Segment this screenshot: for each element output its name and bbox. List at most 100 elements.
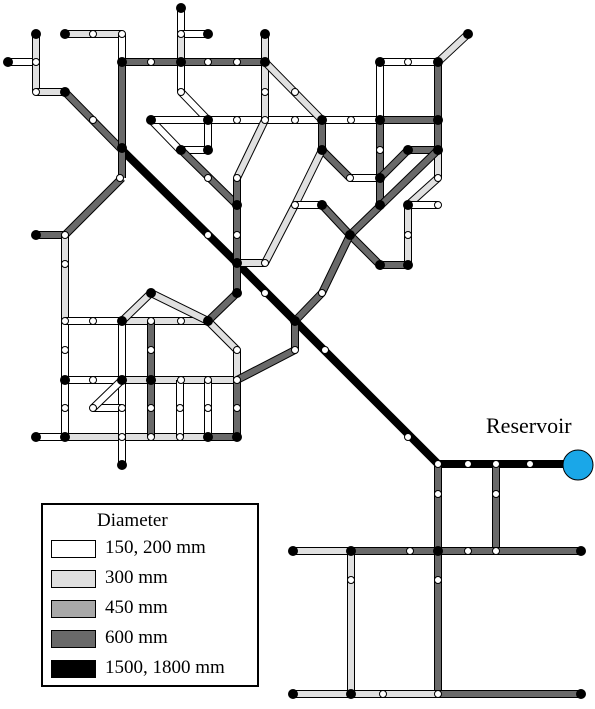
junction-node-solid — [317, 115, 327, 125]
junction-node-solid — [576, 689, 586, 699]
junction-node-solid — [232, 258, 242, 268]
pipe-segment — [62, 175, 125, 238]
legend-swatch — [51, 660, 96, 678]
junction-node-open — [291, 88, 299, 96]
pipe-segment — [319, 202, 353, 238]
legend-entry: 1500, 1800 mm — [51, 657, 251, 681]
legend-entry-label: 600 mm — [105, 627, 168, 648]
junction-node-solid — [31, 29, 41, 39]
junction-node-open — [89, 404, 97, 412]
nodes-layer — [3, 3, 586, 699]
junction-node-solid — [203, 316, 213, 326]
junction-node-solid — [31, 432, 41, 442]
junction-node-open — [404, 433, 412, 441]
pipe-segment — [261, 203, 299, 265]
junction-node-solid — [117, 143, 127, 153]
junction-node-solid — [375, 260, 385, 270]
junction-node-solid — [375, 200, 385, 210]
junction-node-open — [376, 146, 384, 154]
legend-entry-label: 300 mm — [105, 567, 168, 588]
pipe-segment — [149, 289, 210, 325]
junction-node-solid — [176, 3, 186, 13]
legend-entry-label: 450 mm — [105, 597, 168, 618]
junction-node-open — [118, 404, 126, 412]
junction-node-solid — [117, 375, 127, 385]
junction-node-solid — [433, 115, 443, 125]
junction-node-solid — [232, 288, 242, 298]
junction-node-solid — [317, 200, 327, 210]
junction-node-open — [147, 404, 155, 412]
junction-node-open — [147, 433, 155, 441]
junction-node-open — [177, 317, 185, 325]
junction-node-solid — [576, 546, 586, 556]
junction-node-open — [89, 317, 97, 325]
junction-node-open — [147, 346, 155, 354]
junction-node-open — [434, 201, 442, 209]
junction-node-solid — [290, 316, 300, 326]
junction-node-open — [32, 88, 40, 96]
legend-entry: 150, 200 mm — [51, 537, 251, 561]
junction-node-open — [434, 174, 442, 182]
junction-node-open — [204, 376, 212, 384]
junction-node-open — [176, 404, 184, 412]
junction-node-open — [347, 576, 355, 584]
junction-node-open — [318, 289, 326, 297]
junction-node-solid — [345, 230, 355, 240]
pipe-segment — [178, 89, 211, 123]
junction-node-open — [261, 259, 269, 267]
junction-node-solid — [176, 57, 186, 67]
junction-node-open — [233, 346, 241, 354]
pipe-segment — [119, 290, 154, 324]
junction-node-solid — [117, 57, 127, 67]
junction-node-open — [492, 460, 500, 468]
junction-node-solid — [3, 57, 13, 67]
junction-node-solid — [346, 546, 356, 556]
junction-node-solid — [146, 288, 156, 298]
pipe-segment — [318, 233, 354, 295]
junction-node-open — [233, 404, 241, 412]
pipe-segment — [292, 290, 325, 324]
legend-entry: 600 mm — [51, 627, 251, 651]
junction-node-open — [61, 260, 69, 268]
junction-node-open — [204, 404, 212, 412]
junction-node-solid — [60, 432, 70, 442]
junction-node-solid — [317, 145, 327, 155]
legend: Diameter 150, 200 mm 300 mm 450 mm 600 m… — [41, 503, 259, 687]
pipe-segment — [435, 31, 471, 65]
junction-node-open — [204, 231, 212, 239]
legend-title: Diameter — [97, 510, 168, 531]
junction-node-solid — [375, 57, 385, 67]
legend-entry: 300 mm — [51, 567, 251, 591]
junction-node-open — [261, 88, 269, 96]
junction-node-solid — [433, 145, 443, 155]
legend-entry-label: 1500, 1800 mm — [105, 657, 225, 678]
pipe-segment — [347, 147, 441, 238]
junction-node-open — [204, 58, 212, 66]
junction-node-open — [526, 460, 534, 468]
legend-entry: 450 mm — [51, 597, 251, 621]
legend-swatch — [51, 630, 96, 648]
pipe-segment — [205, 290, 240, 324]
junction-node-open — [233, 376, 241, 384]
junction-node-open — [291, 116, 299, 124]
junction-node-solid — [375, 173, 385, 183]
junction-node-open — [261, 289, 269, 297]
junction-node-solid — [203, 29, 213, 39]
junction-node-solid — [288, 689, 298, 699]
junction-node-solid — [31, 230, 41, 240]
junction-node-solid — [117, 316, 127, 326]
pipe-segment — [117, 145, 240, 266]
pipe-segment — [319, 147, 353, 181]
junction-node-open — [118, 433, 126, 441]
junction-node-solid — [60, 87, 70, 97]
junction-node-solid — [203, 145, 213, 155]
junction-node-open — [147, 317, 155, 325]
junction-node-open — [434, 576, 442, 584]
pipe-segment — [235, 346, 297, 384]
junction-node-solid — [146, 115, 156, 125]
junction-node-open — [346, 174, 354, 182]
junction-node-solid — [176, 145, 186, 155]
junction-node-open — [116, 174, 124, 182]
junction-node-solid — [433, 57, 443, 67]
legend-swatch — [51, 570, 96, 588]
